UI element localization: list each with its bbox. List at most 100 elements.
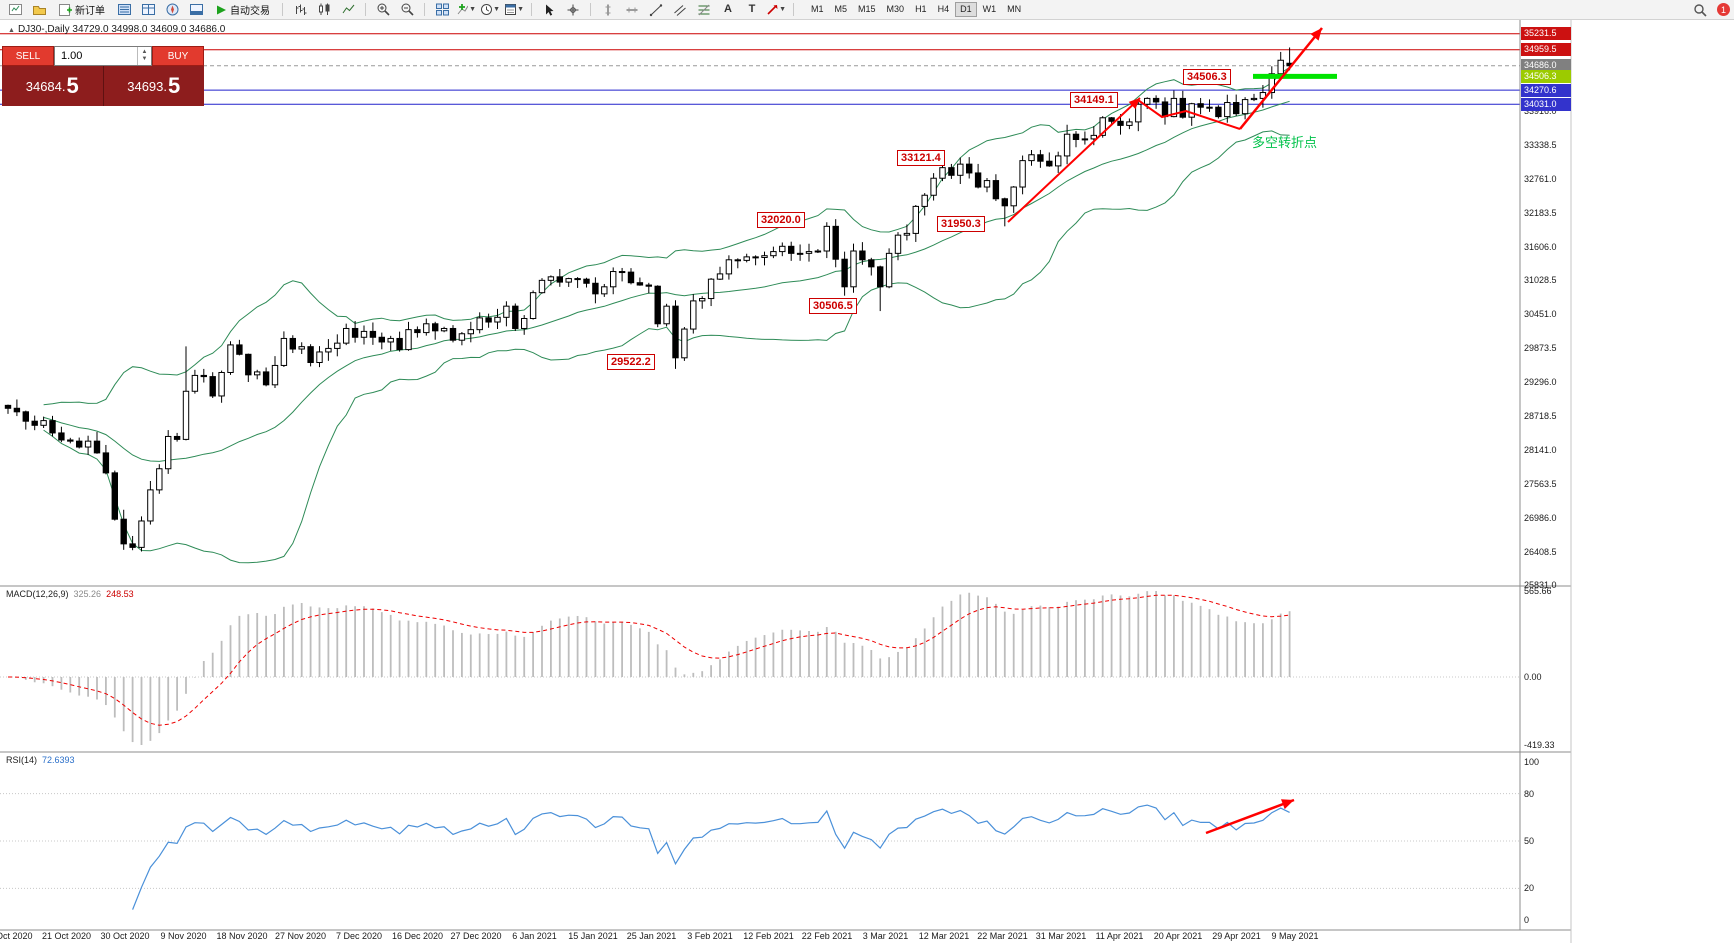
data-window-icon [141,4,155,15]
timeframe-m5[interactable]: M5 [834,4,848,14]
trendline-icon[interactable] [645,1,667,19]
price-callout: 31950.3 [937,216,985,232]
zoom-out-icon [401,3,414,16]
timeframe-h1[interactable]: H1 [915,4,927,14]
chevron-down-icon: ▼ [779,6,786,13]
rsi-label: RSI(14) 72.6393 [6,755,75,765]
timeframe-w1[interactable]: W1 [982,4,997,14]
macd-name: MACD(12,26,9) [6,589,69,599]
volume-input[interactable] [55,50,137,62]
sell-label: SELL [15,50,41,62]
sell-price-main: 34684. [25,78,66,94]
navigator-icon [166,3,178,16]
search-icon[interactable] [1689,1,1711,19]
new-order-button[interactable]: 新订单 [52,1,111,19]
rsi-axis-label: 80 [1524,788,1535,799]
bar-chart-icon [295,4,306,15]
one-click-collapse-icon[interactable]: ▲ [8,27,15,34]
toolbar-separator [531,3,532,16]
clock-icon [481,4,492,15]
date-axis-label: 25 Jan 2021 [626,931,677,941]
chart-window-icon[interactable] [4,1,26,19]
volume-stepper[interactable]: ▲ ▼ [137,47,151,65]
date-axis-label: 11 Apr 2021 [1095,931,1144,941]
turning-point-label: 多空转折点 [1252,135,1318,150]
periods-icon[interactable]: ▼ [479,1,501,19]
price-callout: 33121.4 [897,150,945,166]
rsi-name: RSI(14) [6,755,38,765]
bar-chart-icon[interactable] [289,1,311,19]
tile-windows-icon [435,3,449,16]
autotrading-button[interactable]: 自动交易 [209,1,276,19]
date-axis-label: 12 Mar 2021 [918,931,970,941]
stepper-down-icon[interactable]: ▼ [141,56,148,62]
buy-button[interactable]: BUY [152,46,204,66]
fibonacci-icon[interactable] [693,1,715,19]
templates-icon[interactable]: ▼ [503,1,525,19]
buy-price-big-digit: 5 [168,73,181,98]
tile-windows-icon[interactable] [431,1,453,19]
timeframe-m30[interactable]: M30 [886,4,905,14]
date-axis-label: 12 Feb 2021 [743,931,794,941]
channel-icon[interactable] [669,1,691,19]
price-axis-tick: 32183.5 [1524,207,1557,218]
timeframe-d1[interactable]: D1 [955,2,977,17]
market-watch-icon [117,4,131,15]
zoom-out-icon[interactable] [396,1,418,19]
data-window-icon[interactable] [137,1,159,19]
timeframe-mn[interactable]: MN [1007,4,1022,14]
price-axis-badge: 34506.3 [1521,69,1571,83]
price-axis-tick: 25831.0 [1524,580,1557,591]
zoom-in-icon [377,3,390,16]
chart-title-text: DJ30-,Daily 34729.0 34998.0 34609.0 3468… [17,24,226,35]
chart-window-icon [8,4,22,15]
indicators-icon[interactable]: ▼ [455,1,477,19]
sell-button[interactable]: SELL [2,46,54,66]
zoom-in-icon[interactable] [372,1,394,19]
price-axis-tick: 29873.5 [1524,343,1557,354]
price-axis-tick: 30451.0 [1524,309,1557,320]
price-axis-tick: 31028.5 [1524,275,1557,286]
toolbar-separator [365,3,366,16]
label-icon[interactable]: T [741,1,763,19]
macd-axis-label: 565.66 [1524,586,1552,596]
indicators-plus-icon [457,4,469,15]
price-callout: 29522.2 [607,354,655,370]
line-chart-icon [342,4,354,14]
chart-profile-icon[interactable] [28,1,50,19]
price-axis-tick: 28141.0 [1524,444,1557,455]
macd-label: MACD(12,26,9) 325.26 248.53 [6,589,134,599]
text-icon[interactable]: A [717,1,739,19]
crosshair-icon[interactable] [562,1,584,19]
price-axis-tick: 31606.0 [1524,241,1557,252]
price-axis-tick: 27563.5 [1524,478,1557,489]
rsi-axis-label: 50 [1524,836,1535,846]
price-axis-tick: 26986.0 [1524,512,1557,523]
timeframe-m1[interactable]: M1 [811,4,824,14]
autotrading-label: 自动交易 [230,6,270,17]
notification-badge[interactable]: 1 [1717,3,1730,16]
timeframe-m15[interactable]: M15 [858,4,876,14]
market-watch-icon[interactable] [113,1,135,19]
cursor-icon[interactable] [538,1,560,19]
date-axis-label: 22 Mar 2021 [977,931,1028,941]
buy-price[interactable]: 34693. 5 [104,66,205,106]
sell-price-big-digit: 5 [66,73,79,98]
candlestick-chart-icon[interactable] [313,1,335,19]
toolbar-separator [590,3,591,16]
toolbar: 新订单 自动交易 [0,0,1734,20]
arrows-icon[interactable]: ▼ [765,1,787,19]
timeframe-h4[interactable]: H4 [937,4,950,14]
terminal-icon[interactable] [185,1,207,19]
toolbar-separator [424,3,425,16]
line-chart-icon[interactable] [337,1,359,19]
price-axis-tick: 26408.5 [1524,546,1557,557]
price-axis-badge: 35231.5 [1521,27,1571,41]
sell-price[interactable]: 34684. 5 [2,66,104,106]
stepper-up-icon[interactable]: ▲ [141,49,148,55]
horizontal-line-icon[interactable] [621,1,643,19]
price-axis-tick: 29296.0 [1524,377,1557,388]
navigator-icon[interactable] [161,1,183,19]
vertical-line-icon[interactable] [597,1,619,19]
